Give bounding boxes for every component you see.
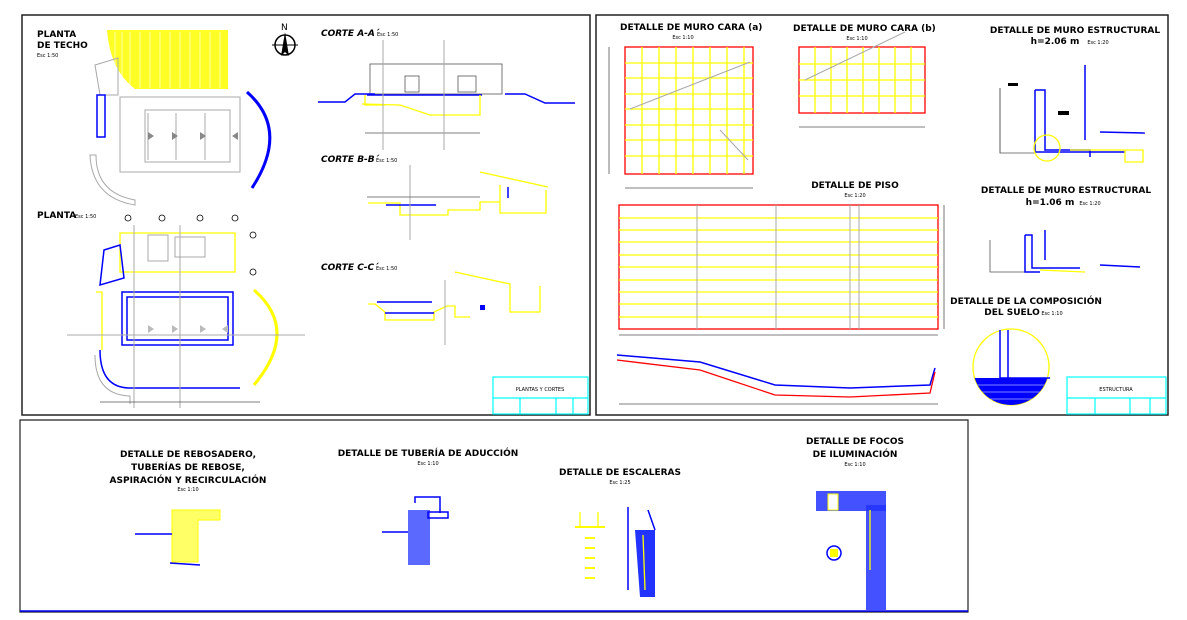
- title-block-2: ESTRUCTURA: [1066, 376, 1167, 415]
- stairs-title: DETALLE DE ESCALERAS: [559, 468, 681, 478]
- struct-wall-1-height: h=2.06 m: [1031, 37, 1080, 47]
- overflow-scale: Esc 1:10: [177, 487, 198, 493]
- roof-plan-title: PLANTA: [37, 30, 76, 40]
- lights-drawing: [816, 491, 886, 610]
- inlet-drawing: [382, 496, 449, 565]
- overflow-title-2: TUBERÍAS DE REBOSE,: [131, 461, 245, 473]
- sheet-frame: [595, 14, 1169, 416]
- section-a-drawing: [318, 40, 575, 150]
- wall-face-a-scale: Esc 1:10: [672, 35, 693, 41]
- wall-face-b-scale: Esc 1:10: [846, 36, 867, 42]
- sheet-estructura: DETALLE DE MURO CARA (a) Esc 1:10 DETALL…: [595, 14, 1169, 416]
- sheet-frame: [19, 419, 969, 613]
- sheet-frame: [21, 14, 591, 416]
- sheet-detalles: DETALLE DE REBOSADERO, TUBERÍAS DE REBOS…: [19, 419, 969, 613]
- north-arrow-icon: [272, 32, 298, 56]
- section-c-scale: Esc 1:50: [376, 266, 397, 272]
- floor-detail-scale: Esc 1:20: [844, 193, 865, 199]
- soil-scale: Esc 1:10: [1041, 311, 1062, 317]
- section-a-scale: Esc 1:50: [377, 32, 398, 38]
- floor-plan-drawing: [67, 214, 306, 408]
- soil-drawing: [972, 328, 1050, 406]
- lights-title: DETALLE DE FOCOS: [806, 437, 904, 447]
- title-block-2-label: ESTRUCTURA: [1099, 387, 1133, 393]
- light-fixture-icon: [826, 545, 842, 561]
- struct-wall-2-title: DETALLE DE MURO ESTRUCTURAL: [981, 186, 1151, 196]
- wall-face-b-drawing: [798, 31, 926, 128]
- overflow-drawing: [135, 509, 221, 566]
- section-b-scale: Esc 1:50: [376, 158, 397, 164]
- floor-detail-title: DETALLE DE PISO: [811, 181, 899, 191]
- soil-title: DETALLE DE LA COMPOSICIÓN: [950, 295, 1102, 307]
- section-a-title: CORTE A-A´: [321, 28, 380, 39]
- title-block-1-label: PLANTAS Y CORTES: [516, 387, 565, 393]
- section-c-drawing: [368, 271, 541, 345]
- section-b-title: CORTE B-B´: [321, 154, 380, 165]
- roof-plan-drawing: [89, 30, 272, 206]
- wall-face-a-drawing: [608, 46, 754, 189]
- roof-plan-scale: Esc 1:50: [37, 53, 58, 59]
- struct-wall-2-height: h=1.06 m: [1026, 198, 1075, 208]
- title-block-1: PLANTAS Y CORTES: [492, 376, 589, 415]
- wall-face-b-title: DETALLE DE MURO CARA (b): [793, 24, 936, 34]
- north-label: N: [281, 23, 288, 33]
- struct-wall-1-title: DETALLE DE MURO ESTRUCTURAL: [990, 26, 1160, 36]
- struct-wall-1-scale: Esc 1:20: [1087, 40, 1108, 46]
- stairs-scale: Esc 1:25: [609, 480, 630, 486]
- roof-plan-title-2: DE TECHO: [37, 41, 88, 51]
- overflow-title-3: ASPIRACIÓN Y RECIRCULACIÓN: [110, 474, 267, 486]
- lights-scale: Esc 1:10: [844, 462, 865, 468]
- wall-face-a-title: DETALLE DE MURO CARA (a): [620, 23, 762, 33]
- stairs-drawing: [575, 507, 656, 597]
- struct-wall-2-scale: Esc 1:20: [1079, 201, 1100, 207]
- lights-title-2: DE ILUMINACIÓN: [813, 448, 898, 460]
- struct-wall-2-drawing: [989, 230, 1141, 273]
- floor-plan-scale: Esc 1:50: [75, 214, 96, 220]
- sheet-plantas-y-cortes: N PLANTA DE TECHO Esc 1:50 PLANTA Esc 1:…: [21, 14, 591, 416]
- struct-wall-1-drawing: [999, 65, 1146, 163]
- floor-detail-drawing: [616, 204, 945, 405]
- inlet-title: DETALLE DE TUBERÍA DE ADUCCIÓN: [338, 447, 519, 459]
- inlet-scale: Esc 1:10: [417, 461, 438, 467]
- soil-title-2: DEL SUELO: [984, 308, 1040, 318]
- overflow-title: DETALLE DE REBOSADERO,: [120, 450, 256, 460]
- section-b-drawing: [367, 165, 549, 240]
- floor-plan-title: PLANTA: [37, 211, 76, 221]
- section-c-title: CORTE C-C´: [321, 262, 379, 273]
